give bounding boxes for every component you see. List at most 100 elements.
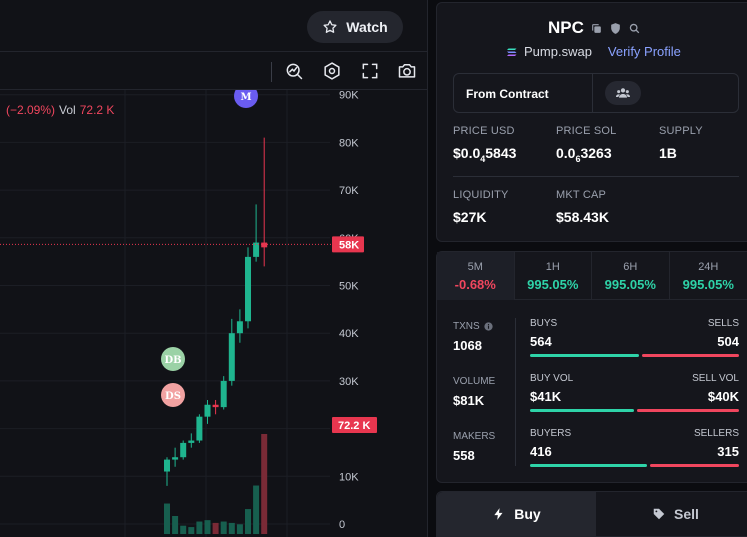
makers-value: 558 <box>453 448 475 463</box>
screenshot-button[interactable] <box>396 60 418 82</box>
buyers-label: BUYERS <box>530 428 572 439</box>
buyers-value: 416 <box>530 444 552 459</box>
volume-bar <box>236 524 243 534</box>
price-usd-metric: PRICE USD $0.045843 <box>453 125 516 164</box>
liquidity-label: LIQUIDITY <box>453 189 509 201</box>
makers-label: MAKERS <box>453 431 496 442</box>
sellers-label: SELLERS <box>693 428 739 439</box>
trade-marker-ds <box>161 383 185 407</box>
chart-header <box>0 0 428 52</box>
candle-body <box>253 242 260 257</box>
liquidity-value: $27K <box>453 209 487 225</box>
tab-1h[interactable]: 1H 995.05% <box>515 252 593 300</box>
candle-body <box>236 321 243 334</box>
sells-value: 504 <box>717 334 739 349</box>
search-icon[interactable] <box>628 22 641 35</box>
chart-legend: (−2.09%) Vol 72.2 K <box>6 103 114 117</box>
y-tick-label: 70K <box>339 185 359 197</box>
watch-button[interactable]: Watch <box>307 11 403 43</box>
legend-vol-label: Vol <box>59 103 76 117</box>
sellers-value: 315 <box>717 444 739 459</box>
users-icon <box>616 88 630 98</box>
volume-bar <box>253 485 260 534</box>
candle-body <box>245 256 251 322</box>
buy-tab[interactable]: Buy <box>437 492 596 536</box>
tab-5m[interactable]: 5M -0.68% <box>437 252 515 300</box>
chart-settings-button[interactable] <box>321 60 343 82</box>
buys-value: 564 <box>530 334 552 349</box>
volume-bar <box>164 503 170 534</box>
buys-label: BUYS <box>530 318 558 329</box>
camera-icon <box>398 64 416 78</box>
candle-body <box>261 242 268 248</box>
volume-marker-bg <box>332 417 377 433</box>
price-usd-value: $0.045843 <box>453 145 517 164</box>
sells-bar <box>642 354 739 357</box>
volume-bar <box>212 522 219 534</box>
lightning-icon <box>494 508 503 520</box>
price-usd-label: PRICE USD <box>453 125 515 137</box>
volume-ratio-bar <box>530 409 739 412</box>
token-title-row: NPC <box>548 18 641 38</box>
watch-label: Watch <box>346 19 388 35</box>
y-tick-label: 80K <box>339 137 359 149</box>
buy-vol-value: $41K <box>530 389 562 404</box>
buy-label: Buy <box>514 506 541 522</box>
volume-value: $81K <box>453 393 485 408</box>
token-info-card <box>436 2 747 242</box>
indicator-icon <box>286 63 303 80</box>
trade-marker-m <box>234 90 258 108</box>
shield-icon[interactable] <box>609 22 622 35</box>
volume-bar <box>245 509 251 534</box>
star-icon <box>323 20 337 33</box>
tab-24h[interactable]: 24H 995.05% <box>670 252 747 300</box>
tab-6h[interactable]: 6H 995.05% <box>592 252 670 300</box>
volume-bar <box>261 434 268 534</box>
volume-bar <box>180 525 187 534</box>
buy-vol-label: BUY VOL <box>530 373 574 384</box>
candlestick-chart[interactable]: 90K80K70K60K50K40K30K20K10K058K72.2 KMDB… <box>0 90 428 537</box>
liquidity-metric: LIQUIDITY $27K <box>453 189 509 225</box>
mktcap-metric: MKT CAP $58.43K <box>556 189 609 225</box>
token-name: NPC <box>548 18 584 37</box>
stats-divider <box>515 318 516 466</box>
tab-24h-label: 24H <box>698 261 719 273</box>
sell-label: Sell <box>674 506 699 522</box>
chart-panel: Watch (−2.09%) Vol 72.2 K 90K80K70K60K50… <box>0 0 428 537</box>
sell-vol-value: $40K <box>707 389 739 404</box>
price-sol-metric: PRICE SOL 0.063263 <box>556 125 617 164</box>
buyers-sellers-pair: BUYERS SELLERS 416 315 <box>530 428 739 467</box>
price-marker-bg <box>332 236 364 253</box>
contract-selector[interactable]: From Contract <box>453 73 739 113</box>
volume-stat: VOLUME $81K <box>453 376 495 408</box>
token-subtitle-row: Pump.swap Verify Profile <box>506 44 681 59</box>
candle-body <box>180 442 187 458</box>
mktcap-label: MKT CAP <box>556 189 607 201</box>
volume-pair: BUY VOL SELL VOL $41K $40K <box>530 373 739 412</box>
makers-stat: MAKERS 558 <box>453 431 495 463</box>
sell-tab[interactable]: Sell <box>596 492 747 536</box>
tab-6h-label: 6H <box>623 261 638 273</box>
contract-label: From Contract <box>466 87 549 101</box>
buys-sells-pair: BUYS SELLS 564 504 <box>530 318 739 357</box>
indicator-button[interactable] <box>283 60 305 82</box>
buyers-bar <box>530 464 647 467</box>
info-icon[interactable] <box>484 322 493 331</box>
candle-body <box>212 404 219 408</box>
verify-profile-link[interactable]: Verify Profile <box>607 44 681 59</box>
volume-bar <box>228 522 235 534</box>
candle-body <box>164 459 170 472</box>
candle-body <box>228 333 235 381</box>
y-tick-label: 40K <box>339 328 359 340</box>
holders-button[interactable] <box>605 81 641 105</box>
candle-body <box>220 380 227 408</box>
copy-icon[interactable] <box>590 22 603 35</box>
y-tick-label: 10K <box>339 471 359 483</box>
volume-marker: 72.2 K <box>338 420 370 432</box>
volume-bar <box>204 520 211 534</box>
supply-metric: SUPPLY 1B <box>659 125 703 161</box>
fullscreen-button[interactable] <box>359 60 381 82</box>
candle-body <box>172 457 179 460</box>
volume-bar <box>188 527 195 534</box>
candle-body <box>204 404 211 417</box>
